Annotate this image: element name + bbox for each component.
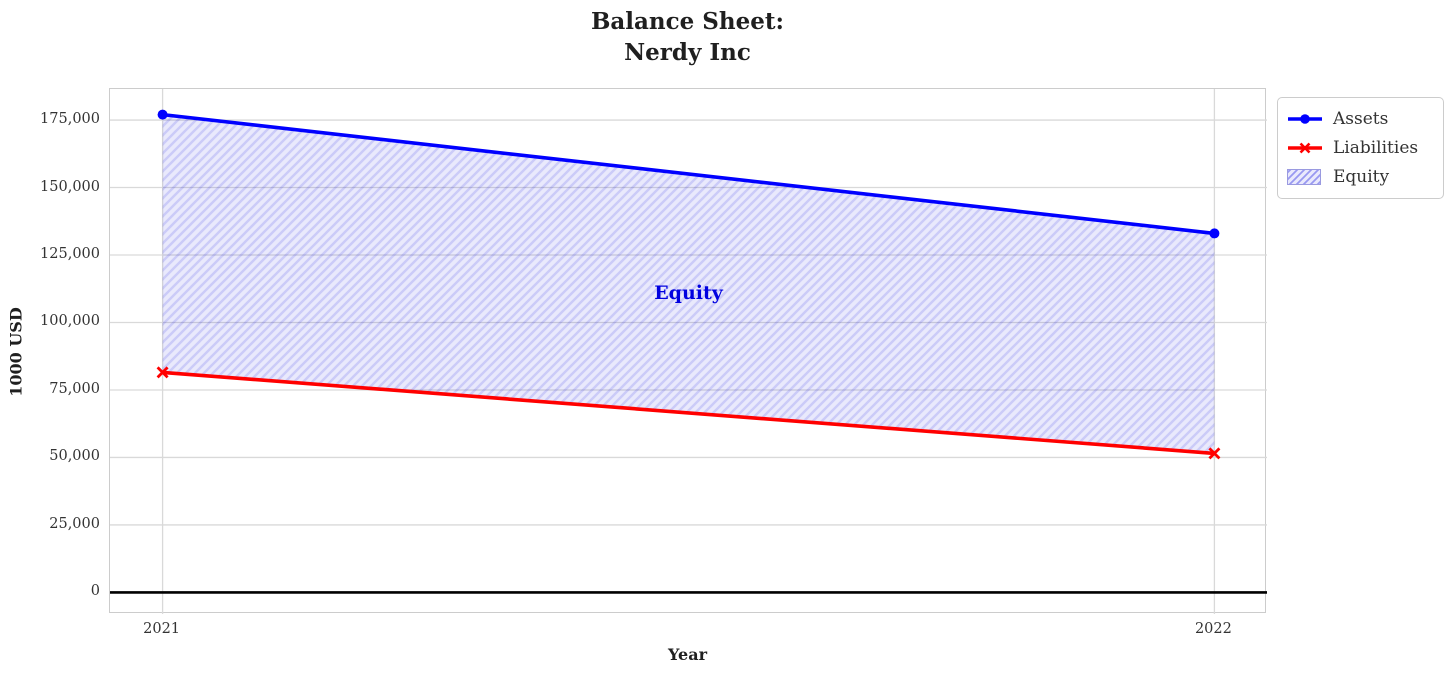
assets-line [160,112,1217,236]
y-tick-label: 125,000 [40,246,100,262]
chart-title: Balance Sheet: Nerdy Inc [590,8,785,66]
assets-marker [157,109,168,120]
x-tick-label: 2021 [143,621,181,637]
legend-label-equity: Equity [1333,167,1390,187]
equity-patch-swatch [1287,169,1321,185]
x-tick-label: 2022 [1194,621,1232,637]
legend-item-assets: Assets [1286,106,1433,132]
y-tick-label: 75,000 [49,380,100,397]
liabilities-line [160,370,1217,456]
plot-canvas [110,89,1267,614]
assets-marker [1209,228,1220,239]
equity-fill-hatch [162,114,1215,454]
y-tick-label: 150,000 [40,178,100,195]
legend: Assets Liabilities Equity [1277,97,1444,199]
equity-area-label: Equity [654,281,723,304]
y-tick-label: 100,000 [40,313,100,330]
y-tick-label: 50,000 [49,448,100,465]
legend-item-equity: Equity [1286,164,1433,190]
legend-item-liabilities: Liabilities [1286,135,1433,161]
x-axis-label: Year [667,645,707,664]
y-tick-label: 25,000 [49,515,100,532]
y-tick-label: 175,000 [40,111,100,128]
legend-label-liabilities: Liabilities [1333,138,1419,158]
liabilities-line-swatch [1288,142,1322,154]
plot-area: Equity [109,88,1267,614]
legend-label-assets: Assets [1333,109,1389,129]
y-tick-label: 0 [90,583,100,600]
liabilities-marker [1208,447,1221,460]
liabilities-marker [156,366,169,379]
assets-line-swatch [1288,114,1322,124]
